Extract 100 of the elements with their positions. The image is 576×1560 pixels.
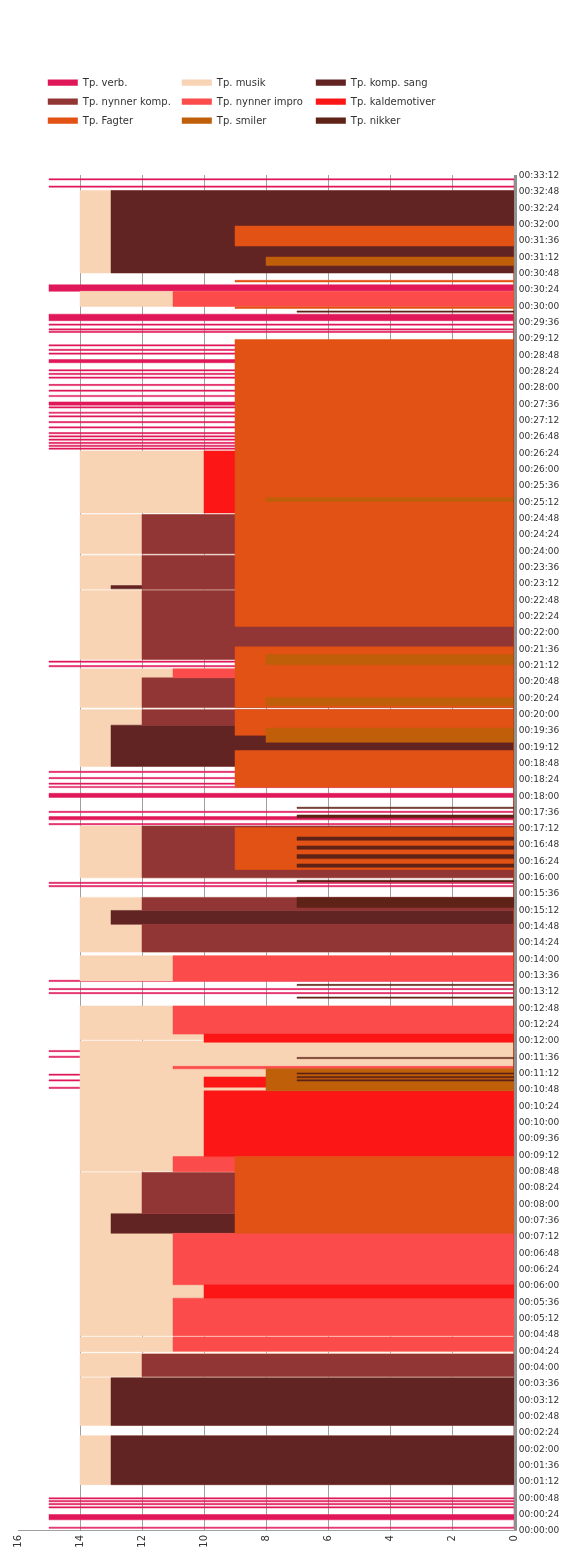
y-tick-label: 00:11:12 <box>518 1068 560 1079</box>
y-tick-label: 00:01:36 <box>518 1459 560 1470</box>
y-tick-label: 00:28:48 <box>518 349 560 360</box>
y-tick-label: 00:04:00 <box>518 1361 560 1372</box>
y-tick-label: 00:03:36 <box>518 1378 560 1389</box>
y-tick-label: 00:24:00 <box>518 545 560 556</box>
y-tick-label: 00:19:36 <box>518 725 560 736</box>
y-tick-label: 00:20:48 <box>518 676 560 687</box>
x-tick-label: 10 <box>198 1535 210 1548</box>
y-tick-label: 00:18:24 <box>518 774 560 785</box>
y-tick-label: 00:05:36 <box>518 1296 560 1307</box>
legend-label: Tp. kaldemotiver <box>349 95 437 107</box>
y-tick-label: 00:07:36 <box>518 1214 560 1225</box>
legend-label: Tp. nynner komp. <box>81 95 171 107</box>
legend-label: Tp. nynner impro <box>215 95 303 107</box>
y-tick-label: 00:16:48 <box>518 839 560 850</box>
y-tick-label: 00:20:00 <box>518 708 560 719</box>
legend-label: Tp. musik <box>215 76 266 88</box>
x-tick-label: 0 <box>508 1535 520 1542</box>
y-tick-label: 00:04:24 <box>518 1345 560 1356</box>
legend-label: Tp. nikker <box>349 114 402 126</box>
y-tick-label: 00:15:36 <box>518 888 560 899</box>
y-tick-label: 00:23:12 <box>518 578 560 589</box>
y-tick-label: 00:28:24 <box>518 366 560 377</box>
y-tick-label: 00:06:48 <box>518 1247 560 1258</box>
y-tick-label: 00:03:12 <box>518 1394 560 1405</box>
y-tick-label: 00:29:12 <box>518 333 560 344</box>
y-tick-label: 00:14:24 <box>518 937 560 948</box>
y-tick-label: 00:16:00 <box>518 872 560 883</box>
x-tick-label: 12 <box>136 1535 148 1548</box>
y-tick-label: 00:15:12 <box>518 904 560 915</box>
y-tick-label: 00:29:36 <box>518 317 560 328</box>
y-tick-label: 00:24:24 <box>518 529 560 540</box>
x-tick-label: 8 <box>260 1535 272 1542</box>
y-tick-label: 00:20:24 <box>518 692 560 703</box>
y-tick-label: 00:09:12 <box>518 1149 560 1160</box>
y-tick-label: 00:17:12 <box>518 823 560 834</box>
y-tick-label: 00:11:36 <box>518 1051 560 1062</box>
legend-label: Tp. komp. sang <box>349 76 428 88</box>
y-tick-label: 00:17:36 <box>518 806 560 817</box>
y-tick-label: 00:14:48 <box>518 921 560 932</box>
y-tick-label: 00:31:36 <box>518 235 560 246</box>
legend-label: Tp. smiler <box>215 114 268 126</box>
y-tick-label: 00:06:00 <box>518 1280 560 1291</box>
y-tick-label: 00:14:00 <box>518 953 560 964</box>
y-tick-label: 00:24:48 <box>518 512 560 523</box>
y-tick-label: 00:25:36 <box>518 480 560 491</box>
y-tick-label: 00:32:48 <box>518 186 560 197</box>
y-tick-label: 00:12:00 <box>518 1035 560 1046</box>
x-tick-label: 4 <box>384 1535 396 1542</box>
y-tick-label: 00:12:24 <box>518 1019 560 1030</box>
y-tick-label: 00:30:00 <box>518 300 560 311</box>
x-tick-label: 6 <box>322 1535 334 1542</box>
legend-label: Tp. Fagter <box>81 114 134 126</box>
y-tick-label: 00:32:00 <box>518 219 560 230</box>
y-tick-label: 00:32:24 <box>518 202 560 213</box>
y-tick-label: 00:09:36 <box>518 1133 560 1144</box>
y-tick-label: 00:26:00 <box>518 464 560 475</box>
legend-label: Tp. verb. <box>81 76 128 88</box>
y-tick-label: 00:23:36 <box>518 561 560 572</box>
y-tick-label: 00:08:00 <box>518 1198 560 1209</box>
y-tick-label: 00:07:12 <box>518 1231 560 1242</box>
y-tick-label: 00:02:48 <box>518 1410 560 1421</box>
y-tick-label: 00:10:48 <box>518 1084 560 1095</box>
y-tick-label: 00:13:36 <box>518 970 560 981</box>
y-tick-label: 00:06:24 <box>518 1263 560 1274</box>
y-tick-label: 00:27:12 <box>518 415 560 426</box>
y-tick-label: 00:04:48 <box>518 1329 560 1340</box>
y-tick-label: 00:10:00 <box>518 1117 560 1128</box>
y-tick-label: 00:02:00 <box>518 1443 560 1454</box>
y-tick-label: 00:00:24 <box>518 1508 560 1519</box>
y-tick-label: 00:30:24 <box>518 284 560 295</box>
y-tick-label: 00:31:12 <box>518 251 560 262</box>
x-tick-label: 14 <box>74 1535 86 1548</box>
y-tick-label: 00:25:12 <box>518 496 560 507</box>
y-tick-label: 00:22:00 <box>518 627 560 638</box>
y-tick-label: 00:18:48 <box>518 757 560 768</box>
y-tick-label: 00:12:48 <box>518 1002 560 1013</box>
y-tick-label: 00:28:00 <box>518 382 560 393</box>
y-tick-label: 00:13:12 <box>518 986 560 997</box>
x-tick-label: 16 <box>12 1535 24 1548</box>
y-tick-label: 00:00:00 <box>518 1525 560 1536</box>
y-tick-label: 00:33:12 <box>518 170 560 181</box>
y-tick-label: 00:22:48 <box>518 594 560 605</box>
y-tick-label: 00:19:12 <box>518 741 560 752</box>
y-tick-label: 00:00:48 <box>518 1492 560 1503</box>
y-tick-label: 00:16:24 <box>518 855 560 866</box>
y-tick-label: 00:01:12 <box>518 1476 560 1487</box>
y-tick-label: 00:21:36 <box>518 643 560 654</box>
y-tick-label: 00:08:48 <box>518 1165 560 1176</box>
y-tick-label: 00:10:24 <box>518 1100 560 1111</box>
y-tick-label: 00:08:24 <box>518 1182 560 1193</box>
y-tick-label: 00:26:24 <box>518 447 560 458</box>
x-tick-label: 2 <box>446 1535 458 1542</box>
y-tick-label: 00:02:24 <box>518 1427 560 1438</box>
y-tick-label: 00:21:12 <box>518 659 560 670</box>
y-tick-label: 00:26:48 <box>518 431 560 442</box>
y-tick-label: 00:27:36 <box>518 398 560 409</box>
y-tick-label: 00:18:00 <box>518 790 560 801</box>
y-tick-label: 00:05:12 <box>518 1312 560 1323</box>
